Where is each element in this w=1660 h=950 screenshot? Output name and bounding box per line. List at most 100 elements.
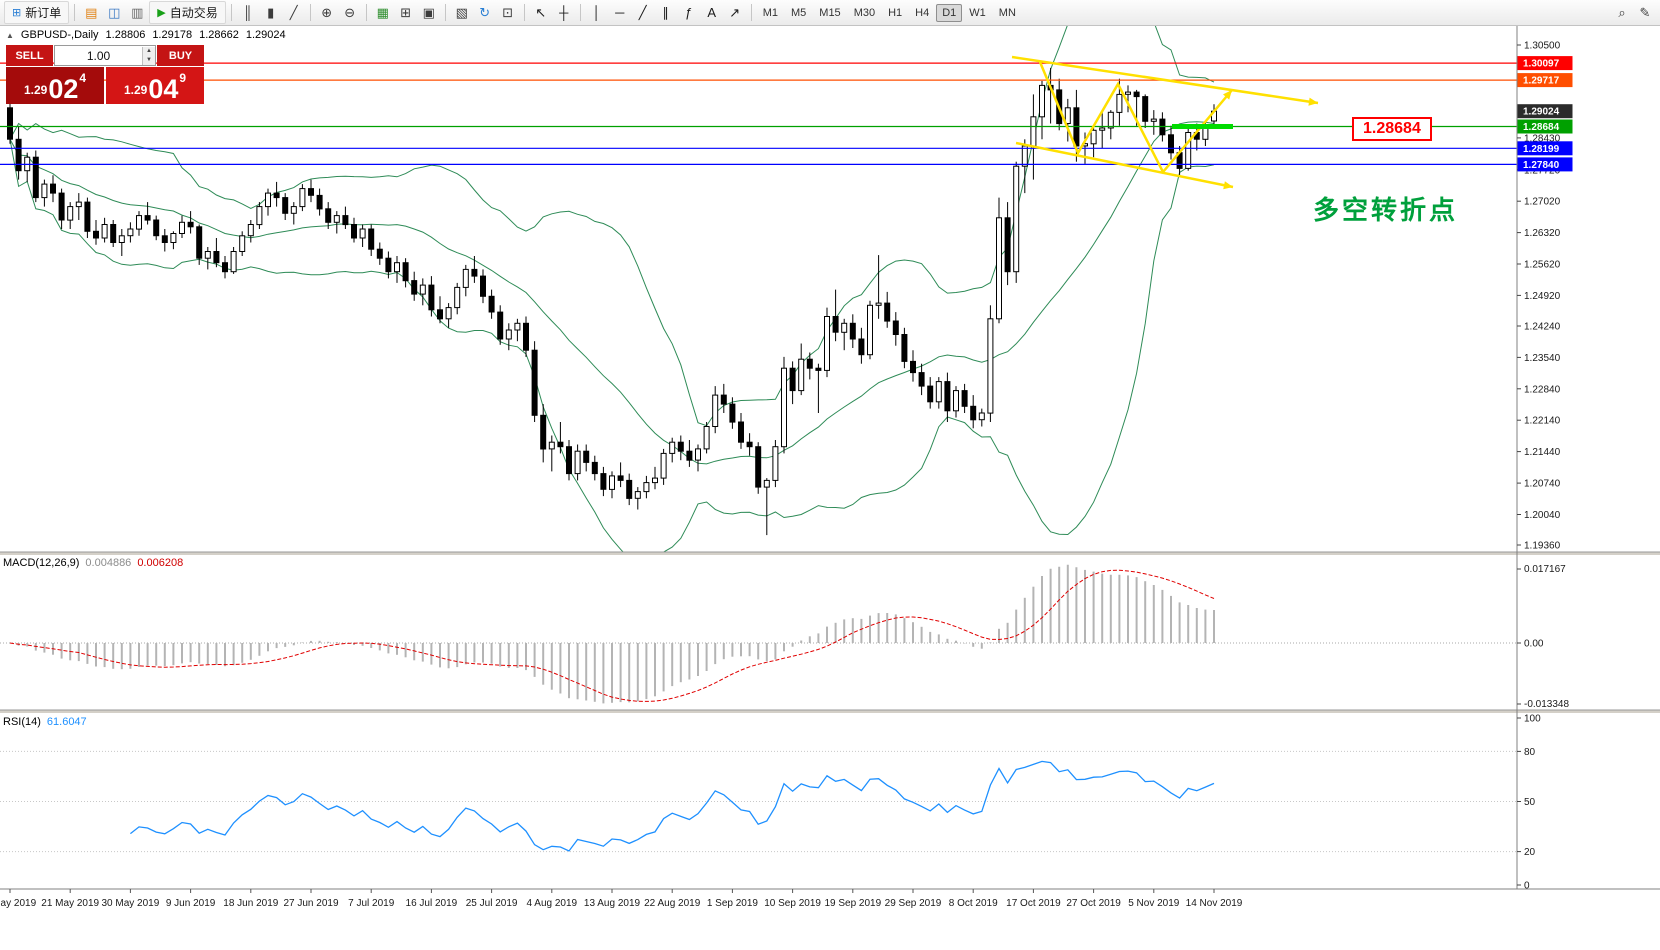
- lot-size-value[interactable]: 1.00: [86, 48, 111, 63]
- lot-size-field[interactable]: 1.00 ▲ ▼: [54, 45, 156, 66]
- date-label: 21 May 2019: [41, 898, 99, 909]
- svg-text:1.27840: 1.27840: [1523, 160, 1560, 171]
- zigzag-pattern-arrow[interactable]: [1038, 61, 1233, 175]
- date-label: 10 Sep 2019: [764, 898, 821, 909]
- toolbar-separator: [365, 4, 367, 21]
- new-order-button[interactable]: ⊞ 新订单: [4, 1, 70, 24]
- lower-trendline-arrow[interactable]: [1015, 141, 1234, 190]
- price-tick-label: 1.30500: [1524, 41, 1561, 52]
- channel-icon[interactable]: ∥: [662, 4, 669, 20]
- vertical-line-icon[interactable]: │: [592, 5, 601, 20]
- search-icon[interactable]: ⌕: [1618, 4, 1626, 20]
- rsi-scale-label: 0: [1524, 881, 1530, 892]
- data-window-icon[interactable]: ▥: [131, 4, 144, 20]
- price-tick-label: 1.20740: [1524, 479, 1561, 490]
- price-tick-label: 1.25620: [1524, 260, 1561, 271]
- toolbar-separator: [230, 4, 232, 21]
- sell-button[interactable]: SELL: [6, 45, 53, 66]
- chart-shift-icon[interactable]: ⊡: [502, 4, 514, 20]
- date-label: 18 Jun 2019: [223, 898, 278, 909]
- price-tick-label: 1.19360: [1524, 541, 1561, 552]
- timeframe-m5-button[interactable]: M5: [791, 6, 807, 19]
- price-level-badge: [1517, 104, 1573, 119]
- price-tick-label: 1.20040: [1524, 510, 1561, 521]
- autotrading-button-label: 自动交易: [169, 6, 218, 20]
- rsi-value: 61.6047: [46, 716, 87, 728]
- price-callout-label[interactable]: 1.28684: [1352, 117, 1432, 141]
- chart-window-icon[interactable]: ▤: [85, 4, 98, 20]
- turning-point-note[interactable]: 多空转折点: [1313, 195, 1459, 225]
- timeframe-w1-button[interactable]: W1: [969, 6, 986, 19]
- timeframe-m30-button[interactable]: M30: [853, 6, 876, 19]
- rsi-panel: 100 80 50 20 0: [0, 714, 1541, 892]
- new-chart-icon[interactable]: ▧: [455, 4, 468, 20]
- arrange-windows-icon[interactable]: ▣: [422, 4, 435, 20]
- text-icon[interactable]: A: [707, 5, 717, 20]
- timeframe-m15-button[interactable]: M15: [819, 6, 841, 19]
- timeframe-m1-button[interactable]: M1: [762, 6, 778, 19]
- timeframe-mn-button[interactable]: MN: [998, 6, 1016, 19]
- lot-stepper[interactable]: ▲ ▼: [142, 46, 155, 65]
- macd-signal-value: 0.006208: [137, 557, 184, 569]
- price-tick-label: 1.26320: [1524, 228, 1561, 239]
- sell-price-tile[interactable]: 1.29 02 4: [6, 67, 104, 104]
- collapse-panel-icon[interactable]: ▲: [6, 30, 14, 40]
- zoom-out-icon[interactable]: ⊖: [344, 4, 356, 20]
- panel-splitter[interactable]: [0, 710, 1660, 713]
- lot-decrease-icon[interactable]: ▼: [143, 55, 155, 65]
- toolbar-separator: [74, 4, 76, 21]
- sell-price-sup: 4: [79, 71, 87, 85]
- price-scale[interactable]: 1.305001.284301.277201.270201.263201.256…: [1517, 41, 1573, 552]
- date-label: 30 May 2019: [101, 898, 159, 909]
- trendline-icon[interactable]: ╱: [638, 4, 647, 20]
- panel-splitter[interactable]: [0, 552, 1660, 555]
- candlestick-chart-icon[interactable]: ▮: [267, 4, 275, 20]
- date-label: 27 Jun 2019: [283, 898, 338, 909]
- price-level-badge: [1517, 141, 1573, 156]
- chart-open-value: 1.28806: [105, 29, 146, 41]
- line-chart-icon[interactable]: ╱: [289, 4, 298, 20]
- date-label: 14 Nov 2019: [1186, 898, 1243, 909]
- toolbar-separator: [750, 4, 752, 21]
- profiles-icon[interactable]: ◫: [108, 4, 121, 20]
- price-tick-label: 1.27020: [1524, 197, 1561, 208]
- upper-trendline-arrow[interactable]: [1011, 55, 1319, 106]
- rsi-scale-label: 80: [1524, 747, 1536, 758]
- date-label: 2 May 2019: [0, 898, 37, 909]
- tile-windows-icon[interactable]: ⊞: [400, 4, 412, 20]
- buy-price-tile[interactable]: 1.29 04 9: [106, 67, 204, 104]
- quick-edit-icon[interactable]: ✎: [1639, 4, 1651, 20]
- macd-scale-min: -0.013348: [1524, 699, 1569, 710]
- cursor-icon[interactable]: ↖: [535, 4, 547, 20]
- bollinger-lower-band: [9, 139, 1215, 552]
- timeframe-d1-button[interactable]: D1: [936, 3, 963, 22]
- price-tick-label: 1.23540: [1524, 353, 1561, 364]
- crosshair-icon[interactable]: ┼: [559, 5, 569, 20]
- main-chart-area[interactable]: [0, 0, 1517, 562]
- autotrading-button[interactable]: ▶ 自动交易: [149, 1, 226, 24]
- timeframe-h4-button[interactable]: H4: [915, 6, 930, 19]
- fibonacci-icon[interactable]: ƒ: [685, 5, 693, 20]
- lot-increase-icon[interactable]: ▲: [143, 46, 155, 56]
- bar-chart-icon[interactable]: ║: [243, 5, 253, 20]
- one-click-trading-panel: SELL 1.00 ▲ ▼ BUY 1.29 02 4 1.29 04 9: [6, 45, 204, 104]
- bollinger-middle-band: [9, 121, 1215, 465]
- arrow-tool-icon[interactable]: ↗: [729, 4, 741, 20]
- buy-button[interactable]: BUY: [157, 45, 204, 66]
- refresh-icon[interactable]: ↻: [479, 4, 491, 20]
- buy-price-prefix: 1.29: [123, 83, 148, 97]
- date-label: 5 Nov 2019: [1128, 898, 1180, 909]
- timeframe-h1-button[interactable]: H1: [888, 6, 903, 19]
- macd-signal-line: [9, 569, 1215, 702]
- horizontal-line-icon[interactable]: ─: [615, 5, 625, 20]
- indicators-icon[interactable]: ▦: [376, 4, 389, 20]
- date-label: 7 Jul 2019: [348, 898, 395, 909]
- toolbar-separator: [523, 4, 525, 21]
- date-label: 4 Aug 2019: [526, 898, 577, 909]
- svg-text:1.29024: 1.29024: [1523, 107, 1560, 118]
- zoom-in-icon[interactable]: ⊕: [321, 4, 333, 20]
- chart-close-value: 1.29024: [245, 29, 286, 41]
